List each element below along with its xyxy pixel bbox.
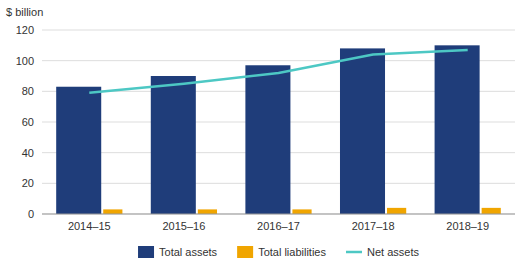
y-tick-label: 40 — [22, 147, 34, 159]
y-tick-label: 20 — [22, 177, 34, 189]
y-tick-label: 100 — [16, 55, 34, 67]
bar — [245, 65, 290, 214]
bar — [198, 209, 217, 214]
y-tick-label: 0 — [28, 208, 34, 220]
x-tick-label: 2018–19 — [446, 220, 489, 232]
bar — [435, 45, 480, 214]
y-axis-label: $ billion — [6, 6, 43, 18]
legend-item: Total liabilities — [237, 246, 326, 258]
chart: $ billion 0 20 40 60 80 100 120 2014–15 2015–16 20… — [0, 0, 527, 274]
x-tick-label: 2015–16 — [162, 220, 205, 232]
y-tick-label: 120 — [16, 24, 34, 36]
legend-swatch — [138, 246, 154, 258]
bar — [292, 209, 311, 214]
legend-swatch — [346, 251, 362, 254]
bar — [151, 76, 196, 214]
grid-line — [42, 30, 515, 31]
legend-label: Total assets — [159, 246, 218, 258]
grid — [42, 30, 515, 214]
legend-label: Total liabilities — [258, 246, 326, 258]
x-tick-label: 2014–15 — [68, 220, 111, 232]
y-tick-label: 80 — [22, 85, 34, 97]
bar — [103, 209, 122, 214]
legend-label: Net assets — [367, 246, 419, 258]
y-tick-label: 60 — [22, 116, 34, 128]
legend-item: Net assets — [346, 246, 419, 258]
legend: Total assets Total liabilities Net assets — [138, 246, 419, 258]
marks — [56, 45, 501, 214]
x-axis-line — [42, 214, 515, 215]
bar — [56, 87, 101, 214]
bar — [387, 208, 406, 214]
bar — [482, 208, 501, 214]
legend-item: Total assets — [138, 246, 218, 258]
x-tick-label: 2017–18 — [352, 220, 395, 232]
legend-swatch — [237, 246, 253, 258]
grid-line — [42, 214, 515, 215]
x-tick-label: 2016–17 — [257, 220, 300, 232]
bar — [340, 48, 385, 214]
line — [89, 50, 467, 93]
